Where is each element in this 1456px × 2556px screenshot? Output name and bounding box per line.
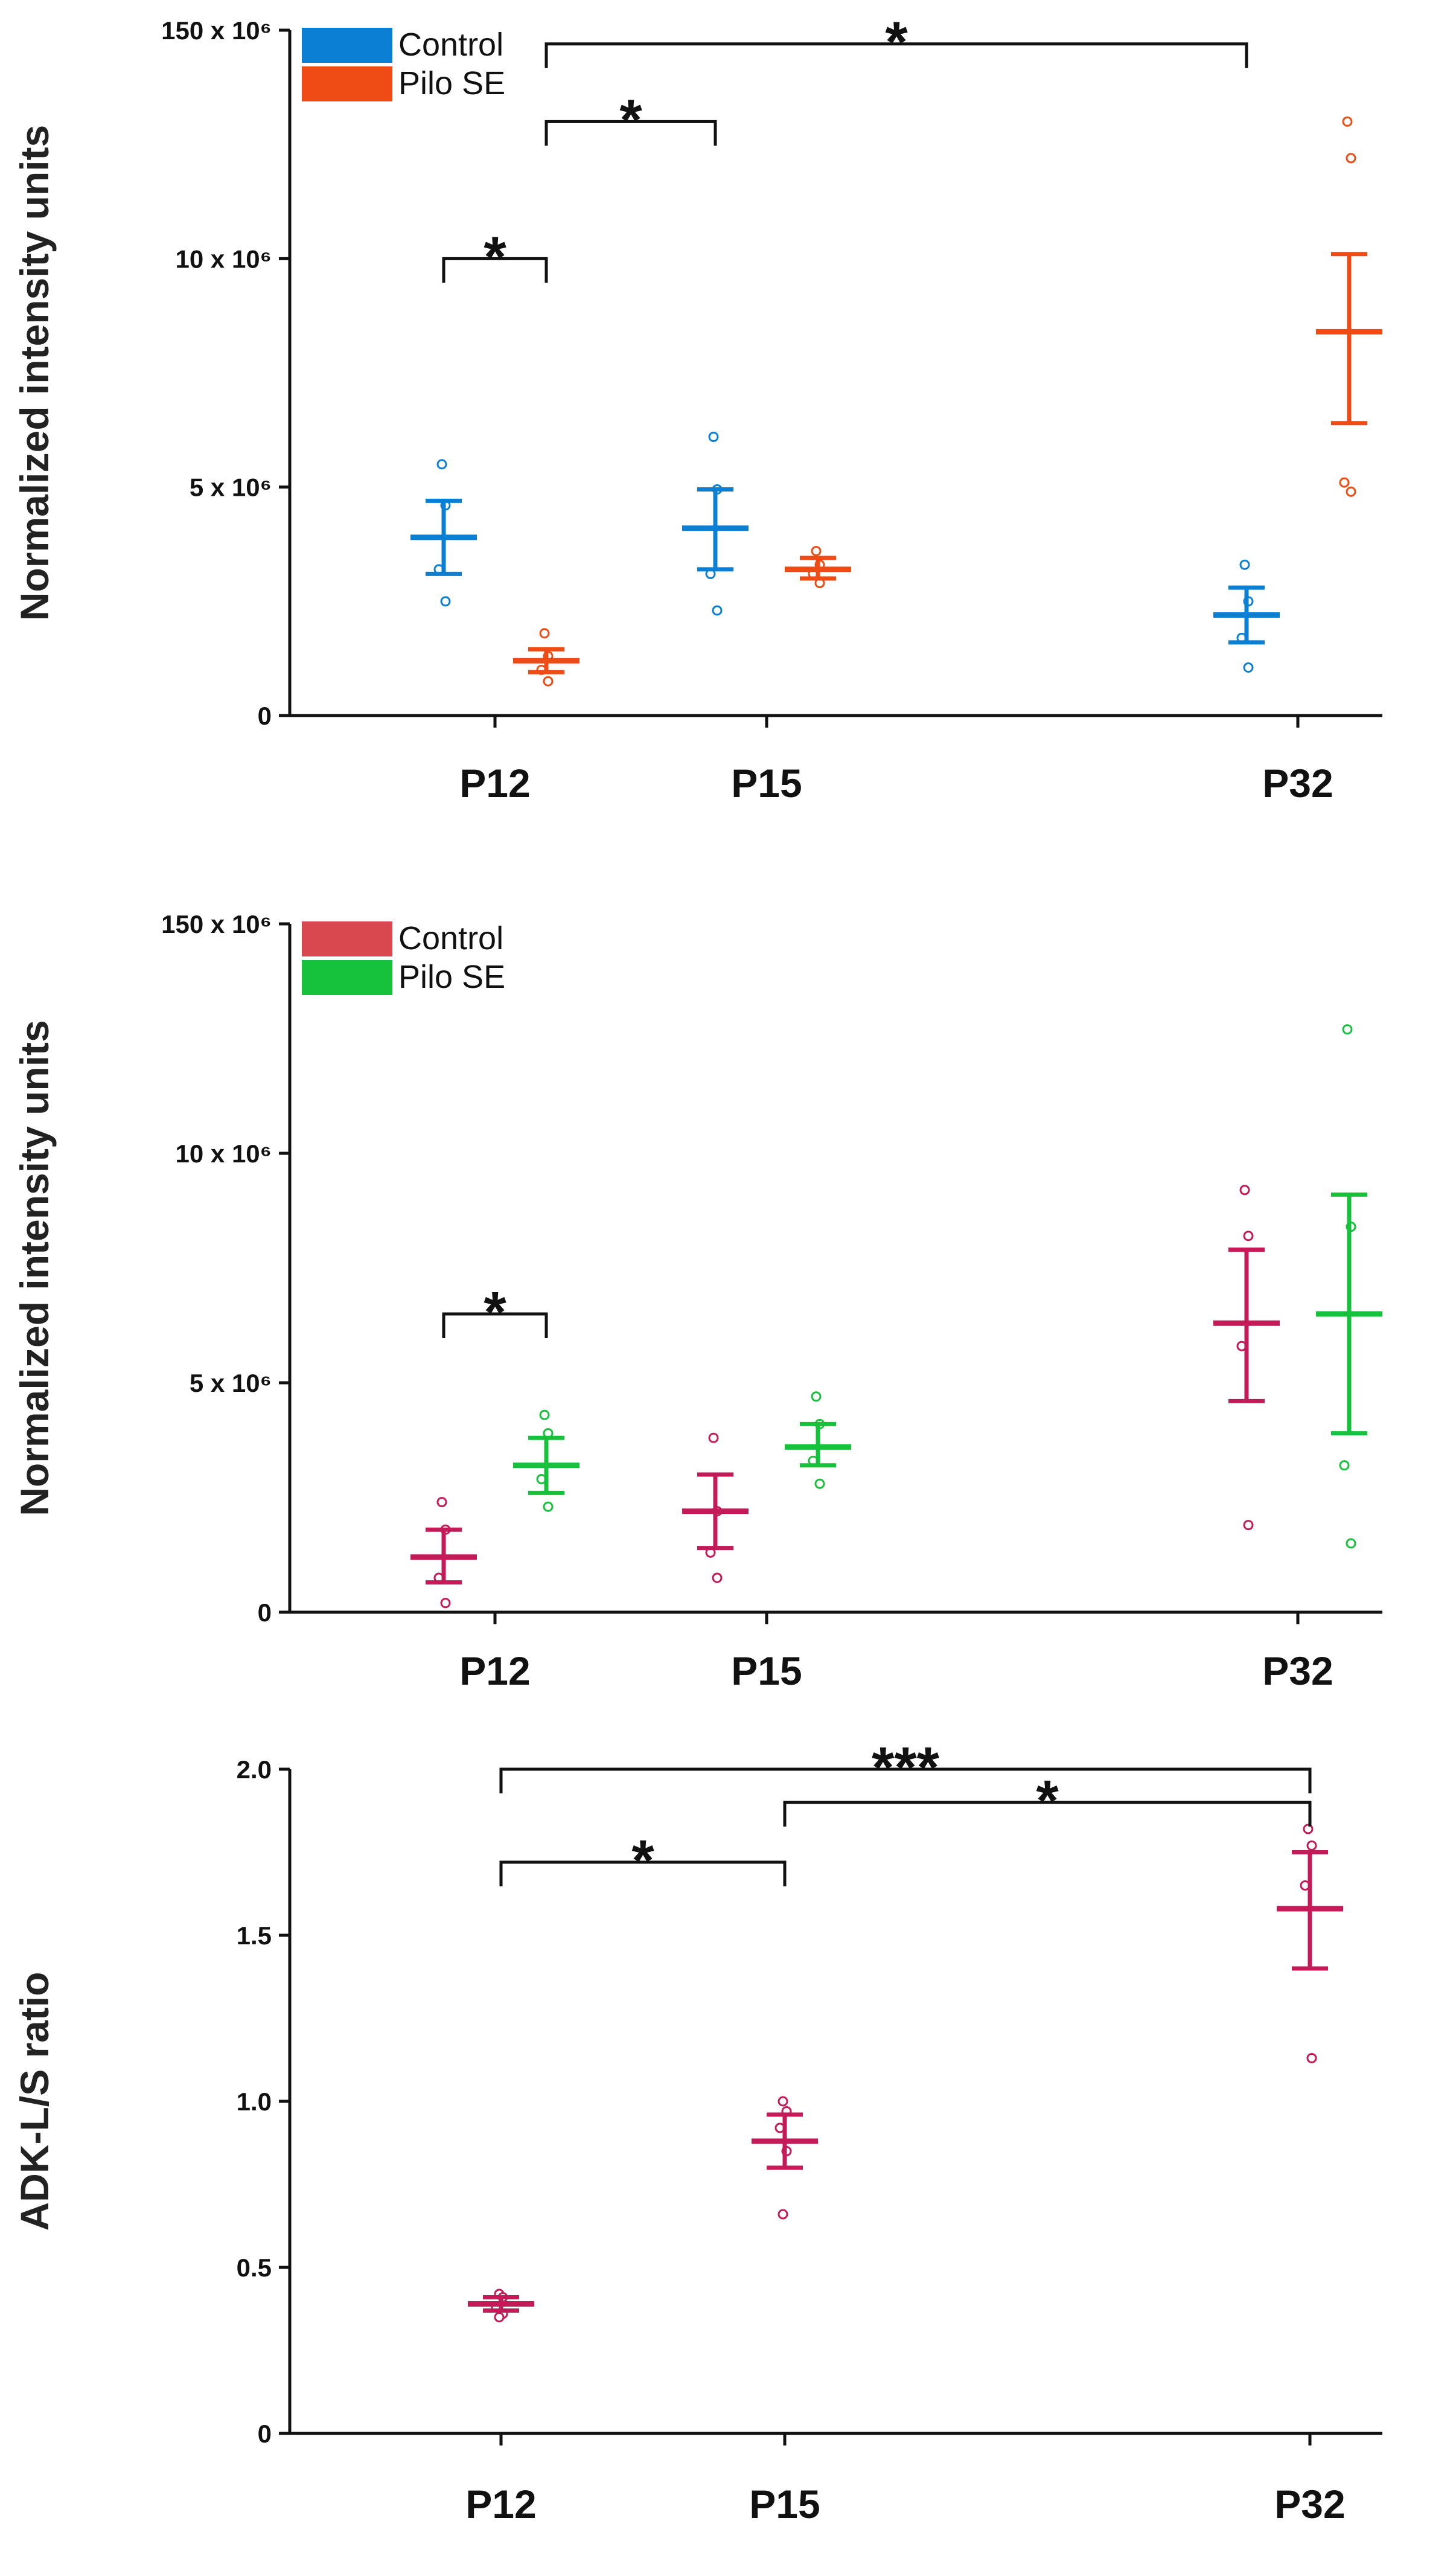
y-tick-label: 10 x 10⁶ — [176, 245, 272, 273]
chart-panel-a: 0 5 x 10⁶ 10 x 10⁶ 150 x 10⁶ Normalized inte… — [0, 0, 1456, 845]
data-point — [811, 1391, 822, 1402]
legend-swatch-control — [302, 28, 392, 63]
data-point — [712, 605, 723, 616]
significance-label: *** — [872, 1735, 940, 1800]
significance-label: * — [619, 88, 642, 152]
significance-label: * — [1036, 1769, 1059, 1833]
data-point — [1243, 1231, 1254, 1241]
data-point — [1239, 1185, 1250, 1196]
significance-label: * — [631, 1828, 654, 1893]
x-tick-label-p12: P12 — [459, 761, 530, 806]
y-tick-label: 5 x 10⁶ — [190, 1369, 272, 1397]
data-point — [708, 1432, 719, 1443]
data-point — [811, 546, 822, 557]
y-axis-title: Normalized intensity units — [12, 125, 57, 621]
y-tick-label: 150 x 10⁶ — [161, 910, 272, 938]
data-point — [539, 1409, 550, 1420]
legend-swatch-pilo-se — [302, 66, 392, 101]
legend-label-control: Control — [398, 27, 503, 63]
chart-a-svg: 0 5 x 10⁶ 10 x 10⁶ 150 x 10⁶ Normalized inte… — [12, 10, 1382, 806]
data-point — [1346, 1538, 1356, 1549]
significance-bracket — [544, 120, 717, 146]
data-point — [543, 676, 554, 687]
data-point — [440, 1598, 451, 1609]
significance-bracket — [442, 1312, 548, 1338]
legend-label-pilo-se: Pilo SE — [398, 959, 505, 995]
data-point — [712, 1572, 723, 1583]
data-point — [708, 431, 719, 442]
data-point — [1342, 116, 1353, 127]
significance-label: * — [484, 1280, 506, 1345]
data-point — [440, 596, 451, 607]
data-point — [436, 459, 447, 470]
data-point — [1346, 153, 1356, 164]
data-point — [777, 2096, 788, 2107]
y-axis-title: Normalized intensity units — [12, 1020, 57, 1516]
x-tick-label-p15: P15 — [731, 761, 802, 806]
y-tick-label: 1.5 — [237, 1921, 272, 1950]
data-point — [777, 2209, 788, 2220]
y-tick-label: 0.5 — [237, 2253, 272, 2282]
y-tick-label: 1.0 — [237, 2087, 272, 2116]
data-point — [814, 1478, 825, 1489]
chart-b-svg: 0 5 x 10⁶ 10 x 10⁶ 150 x 10⁶ Normalized inte… — [12, 910, 1382, 1693]
data-point — [1243, 1520, 1254, 1531]
y-tick-label: 0 — [258, 2420, 272, 2448]
y-tick-label: 10 x 10⁶ — [176, 1139, 272, 1168]
significance-bracket — [442, 257, 548, 283]
y-tick-label: 2.0 — [237, 1755, 272, 1784]
significance-bracket — [783, 1801, 1312, 1827]
data-point — [543, 1501, 554, 1512]
y-tick-label: 5 x 10⁶ — [190, 473, 272, 502]
data-point — [1306, 1840, 1317, 1851]
legend-label-control: Control — [398, 920, 503, 956]
legend-swatch-pilo-se — [302, 960, 392, 995]
y-tick-label: 0 — [258, 1598, 272, 1627]
data-point — [1339, 1460, 1350, 1471]
data-point — [1306, 2053, 1317, 2063]
data-point — [1303, 1824, 1314, 1834]
x-tick-label-p15: P15 — [749, 2482, 820, 2526]
x-tick-label-p12: P12 — [465, 2482, 536, 2526]
data-point — [1243, 662, 1254, 673]
y-tick-label: 150 x 10⁶ — [161, 16, 272, 45]
chart-panel-b: 0 5 x 10⁶ 10 x 10⁶ 150 x 10⁶ Normalized inte… — [0, 894, 1456, 1727]
legend-label-pilo-se: Pilo SE — [398, 65, 505, 101]
data-point — [1342, 1024, 1353, 1035]
y-tick-label: 0 — [258, 702, 272, 730]
data-point — [494, 2312, 505, 2322]
x-tick-label-p32: P32 — [1262, 761, 1333, 806]
x-tick-label-p32: P32 — [1262, 1648, 1333, 1693]
y-axis-title: ADK-L/S ratio — [12, 1972, 57, 2231]
data-point — [1346, 486, 1356, 497]
significance-label: * — [484, 225, 506, 289]
significance-bracket — [499, 1860, 787, 1886]
x-tick-label-p12: P12 — [459, 1648, 530, 1693]
significance-bracket — [544, 42, 1248, 68]
data-point — [1239, 559, 1250, 570]
data-point — [436, 1497, 447, 1508]
significance-bracket — [499, 1767, 1312, 1793]
significance-label: * — [885, 10, 908, 75]
chart-panel-c: 0 0.5 1.0 1.5 2.0 ADK-L/S ratio P12 P15 P32 * * *** — [0, 1735, 1456, 2556]
x-tick-label-p32: P32 — [1274, 2482, 1345, 2526]
x-tick-label-p15: P15 — [731, 1648, 802, 1693]
data-point — [1339, 477, 1350, 488]
data-point — [539, 628, 550, 639]
legend-swatch-control — [302, 921, 392, 956]
